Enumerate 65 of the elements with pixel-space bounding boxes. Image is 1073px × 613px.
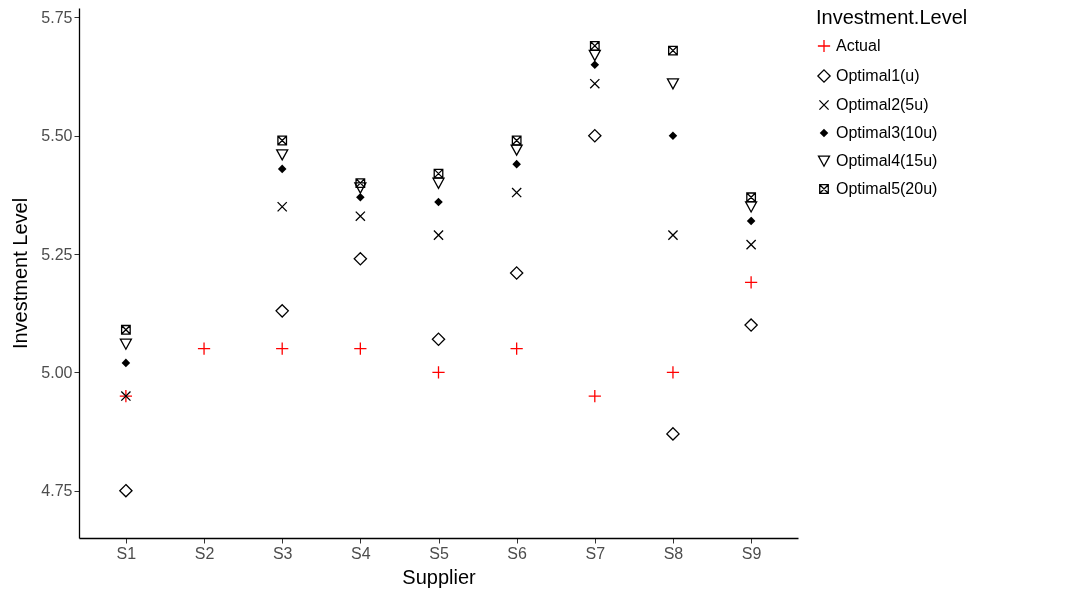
legend-label: Optimal3(10u) [836, 124, 938, 141]
point [433, 229, 444, 241]
legend-label: Actual [836, 37, 881, 54]
x-tick-label: S6 [507, 544, 528, 562]
point [745, 239, 757, 250]
y-tick-label: 5.50 [41, 127, 73, 145]
point [434, 198, 443, 207]
point [590, 60, 599, 69]
y-tick-label: 5.25 [41, 245, 73, 263]
point [278, 164, 287, 173]
point [120, 324, 131, 335]
point [355, 178, 366, 189]
point [588, 49, 601, 62]
point [512, 160, 521, 169]
point [510, 144, 523, 156]
legend-title: Investment.Level [816, 6, 968, 28]
legend-label: Optimal2(5u) [836, 96, 929, 113]
x-axis-title: Supplier [402, 565, 477, 588]
x-tick-label: S7 [585, 544, 606, 562]
point [276, 149, 289, 161]
point [666, 365, 680, 380]
legend-label: Optimal5(20u) [836, 180, 938, 197]
point [433, 168, 444, 179]
point [275, 304, 289, 318]
point [747, 216, 756, 225]
point [744, 275, 758, 290]
point [353, 252, 368, 266]
point [588, 128, 602, 143]
point [277, 135, 288, 146]
point [431, 332, 446, 347]
y-tick-label: 5.00 [41, 363, 73, 381]
x-tick-label: S2 [194, 544, 215, 562]
point [509, 341, 524, 356]
point [353, 341, 368, 356]
point [431, 365, 446, 380]
x-tick-label: S4 [351, 544, 371, 562]
legend-label: Optimal1(u) [836, 67, 920, 84]
point [668, 45, 678, 56]
y-axis-title: Investment Level [9, 197, 32, 350]
y-tick-label: 4.75 [41, 482, 73, 500]
x-tick-label: S5 [429, 544, 449, 562]
point [119, 483, 133, 498]
y-tick-label: 5.75 [41, 8, 73, 26]
point [356, 193, 365, 202]
point [432, 177, 445, 189]
point [666, 78, 680, 90]
point [509, 266, 524, 280]
x-tick-label: S9 [741, 544, 762, 562]
point [511, 135, 522, 146]
x-tick-label: S8 [663, 544, 684, 562]
point [121, 358, 130, 367]
point [354, 182, 367, 194]
point [746, 192, 757, 203]
point [744, 318, 758, 332]
point [668, 131, 677, 140]
point [744, 201, 758, 213]
legend-label: Optimal4(15u) [836, 152, 938, 169]
point [119, 338, 133, 350]
x-tick-label: S1 [116, 544, 137, 562]
point [275, 341, 289, 356]
point [588, 389, 602, 403]
x-tick-label: S3 [272, 544, 293, 562]
point [666, 427, 680, 441]
point [589, 40, 600, 51]
point [197, 341, 211, 356]
